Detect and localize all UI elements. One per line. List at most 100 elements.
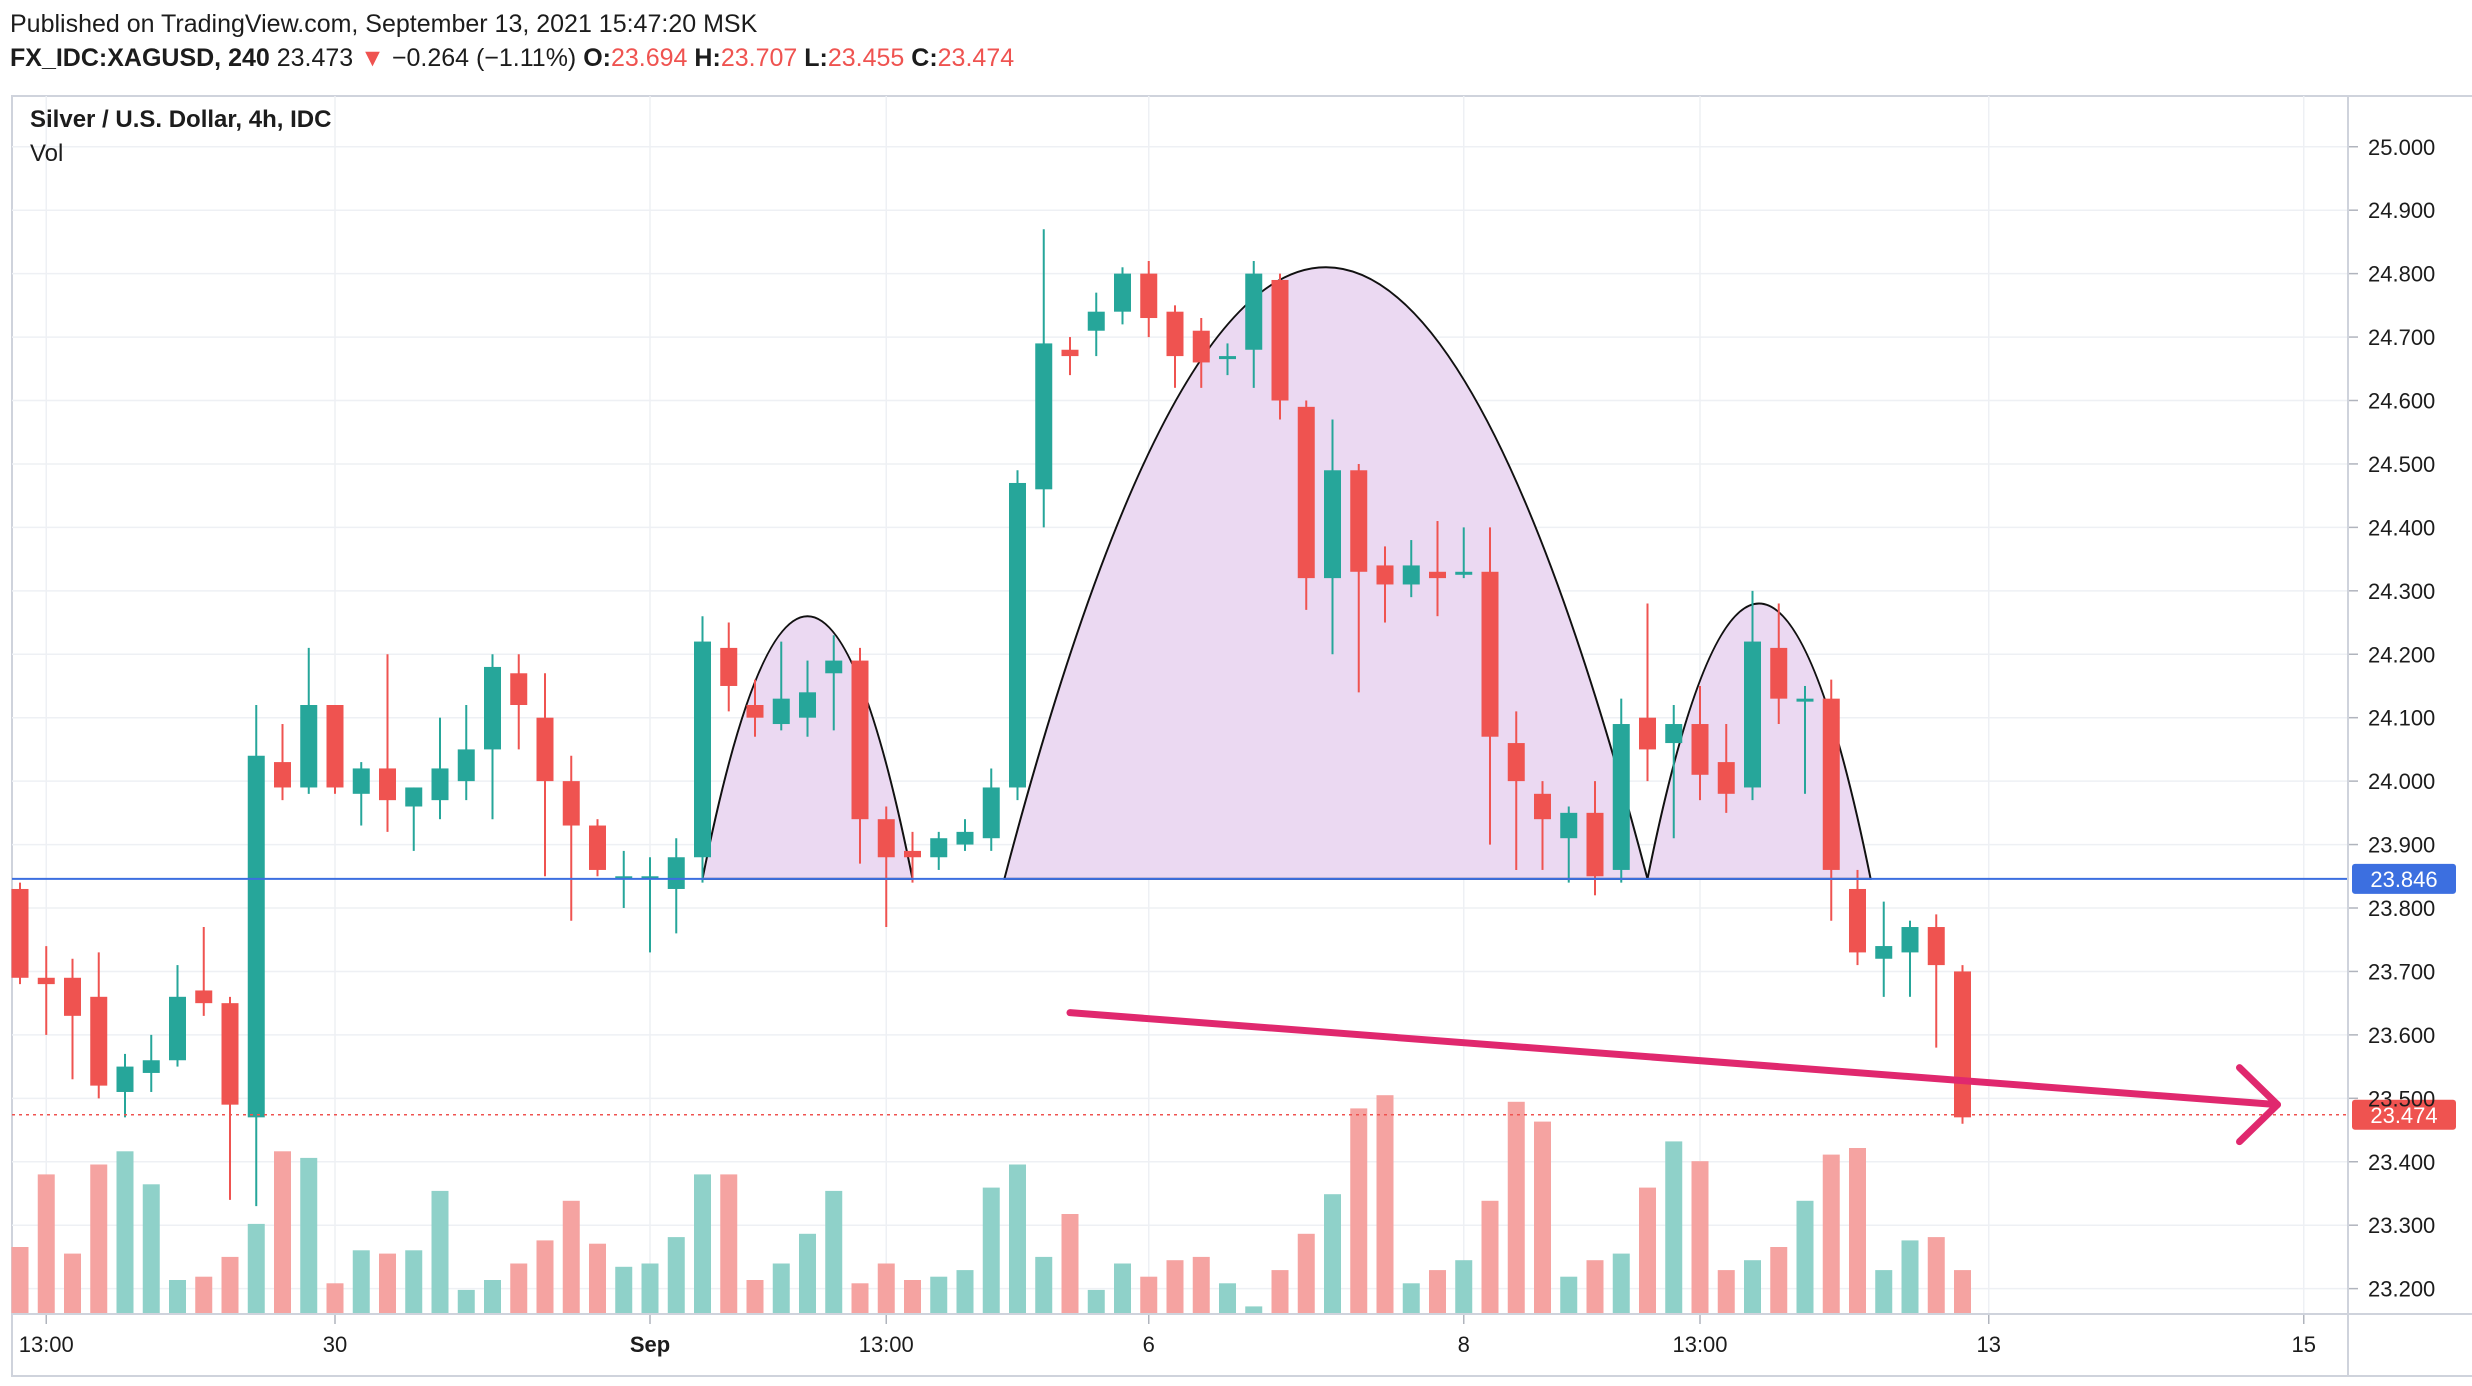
candle-body <box>431 768 449 801</box>
candle-body <box>1612 724 1630 870</box>
candle-body <box>1219 356 1236 360</box>
candle-body <box>1297 406 1315 579</box>
volume-bar <box>1875 1270 1893 1313</box>
candle-body <box>1901 927 1919 953</box>
candle-body <box>1429 571 1446 579</box>
candle-body <box>169 996 186 1061</box>
volume-bar <box>746 1280 764 1313</box>
support-price-label: 23.846 <box>2370 867 2437 892</box>
candle-body <box>326 705 344 788</box>
candle-body <box>1324 470 1341 579</box>
low-value: 23.455 <box>827 44 905 72</box>
symbol-label: FX_IDC:XAGUSD, 240 <box>10 44 270 72</box>
candle-body <box>641 876 659 880</box>
close-label: C: <box>911 44 938 72</box>
candle-body <box>1166 311 1184 357</box>
candle-body <box>510 673 528 705</box>
price-tick-label: 24.200 <box>2368 642 2435 667</box>
volume-bar <box>1901 1240 1919 1313</box>
price-tick-label: 24.800 <box>2368 262 2435 287</box>
volume-bar <box>1140 1276 1158 1313</box>
volume-bar <box>510 1263 528 1313</box>
candle-body <box>247 755 265 1118</box>
candle-body <box>877 819 895 858</box>
volume-bar <box>37 1174 55 1313</box>
candle-body <box>1061 349 1079 357</box>
volume-bar <box>457 1289 475 1313</box>
time-tick-label: 13:00 <box>19 1332 74 1357</box>
volume-bar <box>300 1157 318 1313</box>
volume-bar <box>379 1253 396 1313</box>
candle-body <box>746 705 764 718</box>
time-tick-label: Sep <box>630 1332 670 1357</box>
candle-body <box>1822 698 1840 870</box>
candle-body <box>1954 971 1971 1118</box>
candle-body <box>1271 279 1289 401</box>
high-label: H: <box>694 44 721 72</box>
volume-bar <box>1271 1270 1289 1313</box>
candle-body <box>1350 470 1368 572</box>
candle-body <box>1245 273 1263 350</box>
candle-body <box>1087 311 1105 331</box>
volume-bar <box>1061 1214 1079 1313</box>
candle-body <box>1849 888 1866 953</box>
close-value: 23.474 <box>937 44 1015 72</box>
volume-bar <box>352 1250 370 1313</box>
candle-body <box>1455 571 1473 575</box>
volume-bar <box>1954 1270 1971 1313</box>
price-tick-label: 24.600 <box>2368 389 2435 414</box>
price-change: −0.264 (−1.11%) <box>391 44 577 72</box>
volume-bar <box>904 1280 921 1313</box>
volume-bar <box>1481 1200 1499 1313</box>
volume-bar <box>1009 1164 1026 1313</box>
volume-bar <box>1717 1270 1735 1313</box>
price-tick-label: 24.000 <box>2368 769 2435 794</box>
candle-body <box>589 825 606 870</box>
candle-body <box>1717 762 1735 794</box>
trend-arrow-line <box>1066 1009 2281 1109</box>
volume-bar <box>274 1151 291 1313</box>
candle-body <box>484 666 501 750</box>
volume-bar <box>247 1223 265 1313</box>
volume-bar <box>1402 1283 1420 1313</box>
volume-bar <box>64 1253 81 1313</box>
volume-bar <box>1586 1260 1604 1313</box>
candle-body <box>562 781 580 826</box>
candle-body <box>536 717 554 782</box>
volume-bar <box>1376 1095 1394 1313</box>
down-arrow-icon: ▼ <box>360 44 385 72</box>
volume-bar <box>562 1200 580 1313</box>
candle-body <box>221 1003 239 1105</box>
candle-body <box>195 990 213 1004</box>
volume-bar <box>799 1233 816 1313</box>
candle-body <box>851 660 869 820</box>
candle-body <box>982 787 1000 839</box>
candle-body <box>1192 330 1210 363</box>
time-tick-label: 13:00 <box>859 1332 914 1357</box>
plot-frame <box>11 95 2472 1377</box>
time-tick-label: 13:00 <box>1672 1332 1727 1357</box>
volume-bar <box>589 1243 606 1313</box>
price-tick-label: 24.500 <box>2368 452 2435 477</box>
candle-body <box>772 698 790 725</box>
time-tick-label: 6 <box>1143 1332 1155 1357</box>
time-tick-label: 15 <box>2292 1332 2316 1357</box>
price-tick-label: 23.600 <box>2368 1023 2435 1048</box>
volume-bar <box>1455 1260 1473 1313</box>
grid <box>12 96 2348 1314</box>
price-axis[interactable]: 25.000 24.900 24.800 24.700 24.600 24.500 24.4… <box>2347 96 2435 1376</box>
time-tick-label: 8 <box>1458 1332 1470 1357</box>
last-price-tag <box>2352 1099 2456 1130</box>
volume-bar <box>1114 1263 1131 1313</box>
volume-bar <box>1534 1121 1551 1313</box>
candle-body <box>11 888 29 978</box>
volume-legend: Vol <box>30 140 64 167</box>
volume-bar <box>615 1266 633 1313</box>
candle-body <box>1035 343 1053 490</box>
price-tick-label: 24.700 <box>2368 325 2435 350</box>
candle-body <box>799 692 816 718</box>
volume-bar <box>142 1184 160 1313</box>
time-axis[interactable]: 13:00 30 Sep 13:00 6 8 13:00 13 15 <box>12 1313 2472 1357</box>
candle-body <box>405 787 423 807</box>
